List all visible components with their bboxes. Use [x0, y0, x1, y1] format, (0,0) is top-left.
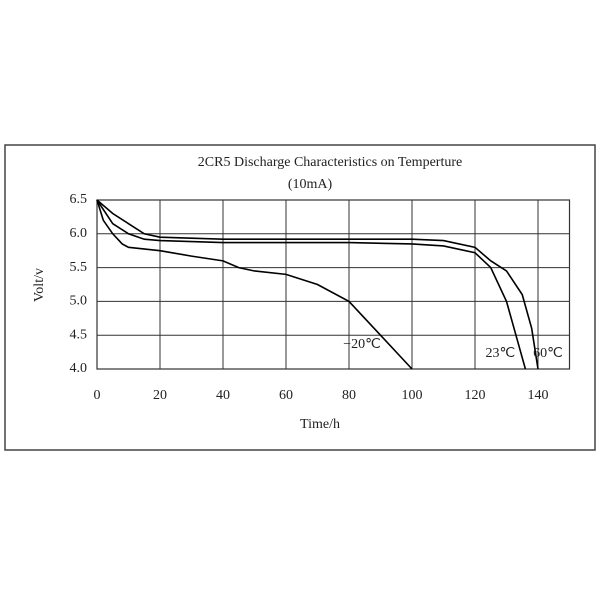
- series-label: 60℃: [533, 346, 563, 361]
- y-tick-label: 6.0: [70, 226, 88, 241]
- x-tick-label: 0: [94, 388, 101, 403]
- x-tick-label: 100: [402, 388, 423, 403]
- y-tick-label: 6.5: [70, 192, 88, 207]
- y-axis-label: Volt/v: [32, 268, 47, 302]
- y-tick-label: 5.0: [70, 294, 88, 309]
- series-label: 23℃: [486, 346, 516, 361]
- x-tick-label: 20: [153, 388, 167, 403]
- x-tick-label: 80: [342, 388, 356, 403]
- x-tick-label: 140: [528, 388, 549, 403]
- x-tick-label: 40: [216, 388, 230, 403]
- chart-title: 2CR5 Discharge Characteristics on Temper…: [198, 155, 462, 170]
- series-line: [96, 199, 527, 370]
- x-tick-label: 60: [279, 388, 293, 403]
- frame: [4, 144, 596, 451]
- series-line: [96, 199, 539, 370]
- x-tick-label: 120: [465, 388, 486, 403]
- y-tick-label: 5.5: [70, 260, 88, 275]
- y-tick-label: 4.5: [70, 327, 88, 342]
- chart-subtitle: (10mA): [288, 177, 333, 192]
- y-tick-label: 4.0: [70, 361, 88, 376]
- series-label: −20℃: [343, 337, 381, 352]
- series-line: [96, 199, 413, 370]
- x-axis-label: Time/h: [300, 417, 340, 432]
